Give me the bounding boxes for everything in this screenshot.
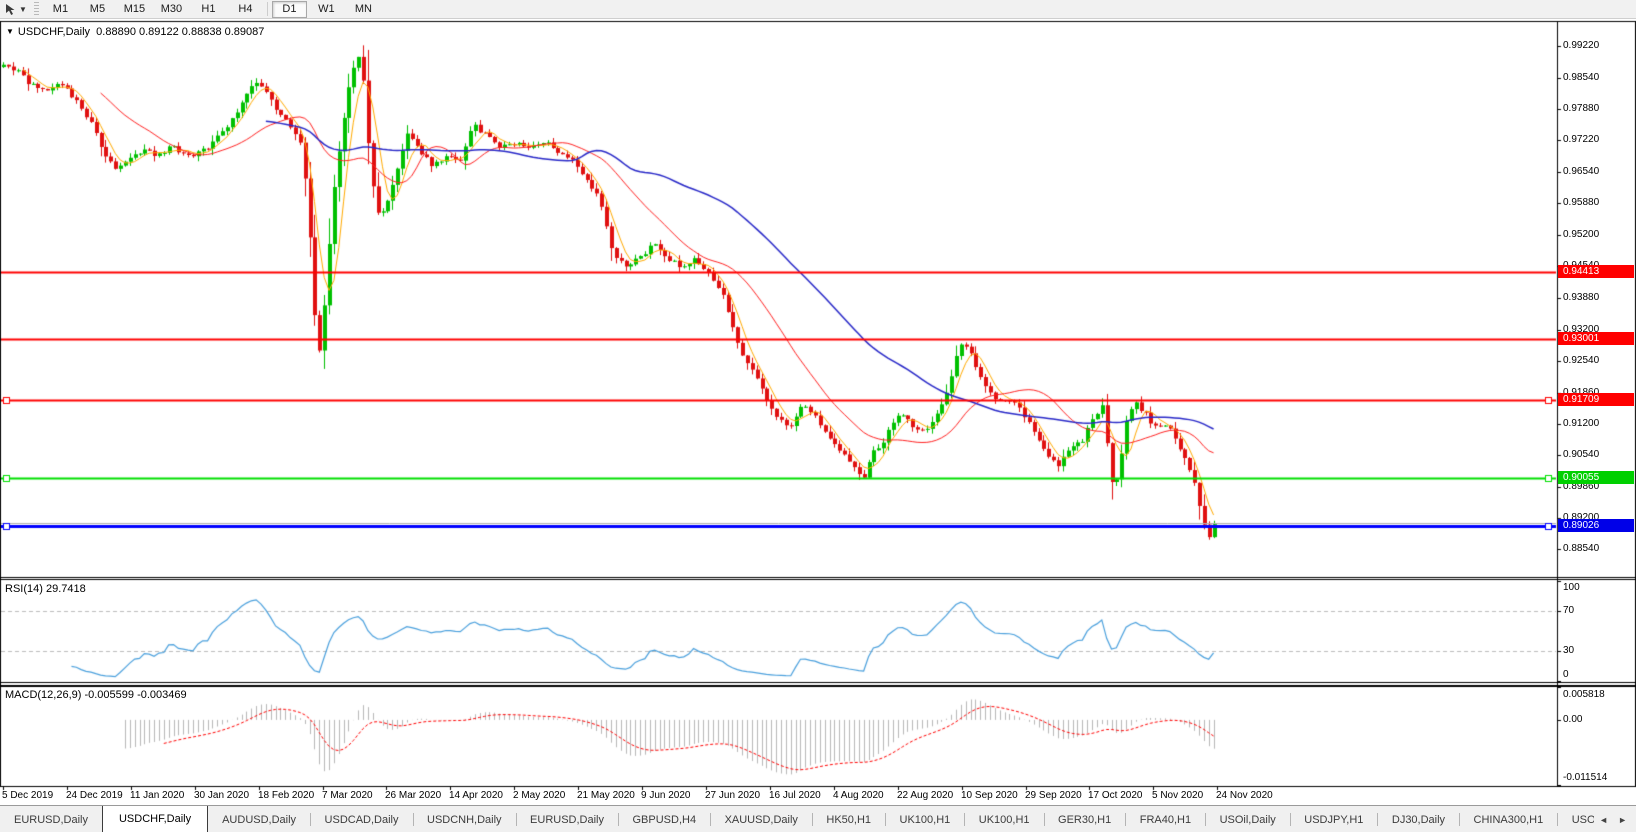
price-axis-label: 0.89860 [1563, 481, 1600, 492]
chart-tab-usdcnh-daily[interactable]: USDCNH,Daily [427, 813, 502, 826]
cursor-tool-button[interactable]: ▼ [0, 1, 31, 17]
price-axis-label: 0.98540 [1563, 72, 1600, 83]
date-axis-label: 7 Mar 2020 [322, 790, 373, 801]
chart-ohlc-values: 0.88890 0.89122 0.88838 0.89087 [96, 26, 265, 38]
date-axis-label: 11 Jan 2020 [130, 790, 185, 801]
chart-tab-usdchf-daily[interactable]: USDCHF,Daily [101, 806, 209, 832]
date-axis-label: 24 Nov 2020 [1216, 790, 1273, 801]
macd-axis-label: 0.00 [1563, 714, 1583, 725]
price-axis-label: 0.97880 [1563, 103, 1600, 114]
chart-tab-eurusd-daily[interactable]: EURUSD,Daily [14, 813, 88, 826]
toolbar-grip[interactable] [33, 2, 39, 16]
tab-scroll-right-icon[interactable]: ► [1618, 814, 1627, 825]
macd-axis-label: -0.011514 [1563, 772, 1608, 783]
date-axis-label: 4 Aug 2020 [833, 790, 884, 801]
timeframe-button-h4[interactable]: H4 [238, 2, 253, 15]
date-axis-label: 2 May 2020 [513, 790, 566, 801]
chart-tab-dj30-daily[interactable]: DJ30,Daily [1391, 813, 1446, 826]
chart-symbol-label: USDCHF,Daily [17, 26, 91, 38]
chart-tab-usdjpy-h1[interactable]: USDJPY,H1 [1304, 813, 1364, 826]
price-tag-0.93001: 0.93001 [1558, 332, 1634, 345]
timeframe-button-m1[interactable]: M1 [52, 2, 69, 15]
price-tag-0.90055: 0.90055 [1558, 471, 1634, 484]
chart-tab-uk100-h1[interactable]: UK100,H1 [899, 813, 951, 826]
chart-tab-xauusd-daily[interactable]: XAUUSD,Daily [724, 813, 798, 826]
timeframe-button-w1[interactable]: W1 [318, 2, 335, 15]
timeframe-button-m15[interactable]: M15 [123, 2, 146, 15]
rsi-axis-label: 70 [1563, 605, 1575, 616]
timeframe-button-m30[interactable]: M30 [160, 2, 183, 15]
date-axis-label: 24 Dec 2019 [66, 790, 123, 801]
chart-tab-audusd-daily[interactable]: AUDUSD,Daily [222, 813, 297, 826]
chart-tab-usoil-h1[interactable]: USOil,H1 [1571, 813, 1594, 826]
chart-tab-china300-h1[interactable]: CHINA300,H1 [1473, 813, 1544, 826]
chart-tab-hk50-h1[interactable]: HK50,H1 [826, 813, 872, 826]
date-axis-label: 16 Jul 2020 [769, 790, 821, 801]
macd-axis-label: 0.005818 [1563, 689, 1605, 700]
chart-tab-fra40-h1[interactable]: FRA40,H1 [1139, 813, 1192, 826]
date-axis-label: 26 Mar 2020 [385, 790, 442, 801]
timeframe-toolbar: ▼ M1 M5 M15 M30 H1 H4 D1 W1 MN [0, 0, 1636, 19]
timeframe-button-d1[interactable]: D1 [271, 0, 307, 18]
date-axis-label: 30 Jan 2020 [194, 790, 250, 801]
price-tag-0.91709: 0.91709 [1558, 393, 1634, 406]
date-axis-label: 14 Apr 2020 [449, 790, 503, 801]
price-axis-label: 0.95200 [1563, 229, 1600, 240]
chart-tab-eurusd-daily[interactable]: EURUSD,Daily [530, 813, 605, 826]
price-tag-0.94413: 0.94413 [1558, 265, 1634, 278]
price-axis-label: 0.99220 [1563, 40, 1600, 51]
rsi-axis-label: 100 [1563, 582, 1580, 593]
price-axis-label: 0.91860 [1563, 387, 1599, 398]
toolbar-separator [266, 2, 268, 16]
chart-tab-gbpusd-h4[interactable]: GBPUSD,H4 [632, 813, 697, 826]
price-axis-label: 0.93200 [1563, 324, 1600, 335]
rsi-axis-label: 0 [1563, 669, 1569, 680]
macd-indicator-label: MACD(12,26,9) -0.005599 -0.003469 [5, 689, 187, 701]
price-tag-0.89026: 0.89026 [1558, 519, 1634, 532]
date-axis-label: 10 Sep 2020 [961, 790, 1018, 801]
chart-tab-uk100-h1[interactable]: UK100,H1 [978, 813, 1030, 826]
price-axis-label: 0.91200 [1563, 418, 1600, 429]
price-axis-label: 0.95880 [1563, 197, 1600, 208]
timeframe-button-mn[interactable]: MN [354, 2, 372, 15]
price-axis-label: 0.90540 [1563, 449, 1600, 460]
tab-scroll-left-icon[interactable]: ◄ [1599, 814, 1609, 825]
chart-tab-usdcad-daily[interactable]: USDCAD,Daily [324, 813, 399, 826]
cursor-tool-icon [6, 3, 15, 15]
chevron-down-icon: ▼ [19, 4, 27, 14]
chart-tab-ger30-h1[interactable]: GER30,H1 [1058, 813, 1112, 826]
rsi-indicator-label: RSI(14) 29.7418 [5, 583, 86, 595]
date-axis-label: 17 Oct 2020 [1088, 790, 1143, 801]
date-axis-label: 27 Jun 2020 [705, 790, 761, 801]
timeframe-buttons: M1 M5 M15 M30 H1 H4 D1 W1 MN [42, 0, 382, 18]
date-axis-label: 22 Aug 2020 [897, 790, 954, 801]
price-axis-label: 0.88540 [1563, 543, 1600, 554]
chart-tab-usoil-daily[interactable]: USOil,Daily [1219, 813, 1276, 826]
price-axis-label: 0.93880 [1563, 292, 1600, 303]
date-axis-label: 29 Sep 2020 [1025, 790, 1082, 801]
date-axis-label: 9 Jun 2020 [641, 790, 691, 801]
rsi-axis-label: 30 [1563, 645, 1575, 656]
timeframe-button-m5[interactable]: M5 [89, 2, 106, 15]
date-axis-label: 18 Feb 2020 [258, 790, 315, 801]
chart-title: ▼ USDCHF,Daily 0.88890 0.89122 0.88838 0.… [6, 26, 264, 38]
chart-tab-bar: EURUSD,Daily USDCHF,Daily AUDUSD,Daily USDC… [0, 805, 1636, 832]
price-axis-label: 0.89200 [1563, 512, 1600, 523]
date-axis-label: 21 May 2020 [577, 790, 635, 801]
collapse-indicator-icon[interactable]: ▼ [6, 27, 14, 36]
timeframe-button-h1[interactable]: H1 [201, 2, 216, 15]
tab-scroll-buttons: ◄ ► [1594, 806, 1636, 832]
price-axis-label: 0.97220 [1563, 134, 1600, 145]
date-axis-label: 5 Dec 2019 [2, 790, 54, 801]
date-axis-label: 5 Nov 2020 [1152, 790, 1204, 801]
price-axis-label: 0.92540 [1563, 355, 1600, 366]
price-axis-label: 0.96540 [1563, 166, 1600, 177]
